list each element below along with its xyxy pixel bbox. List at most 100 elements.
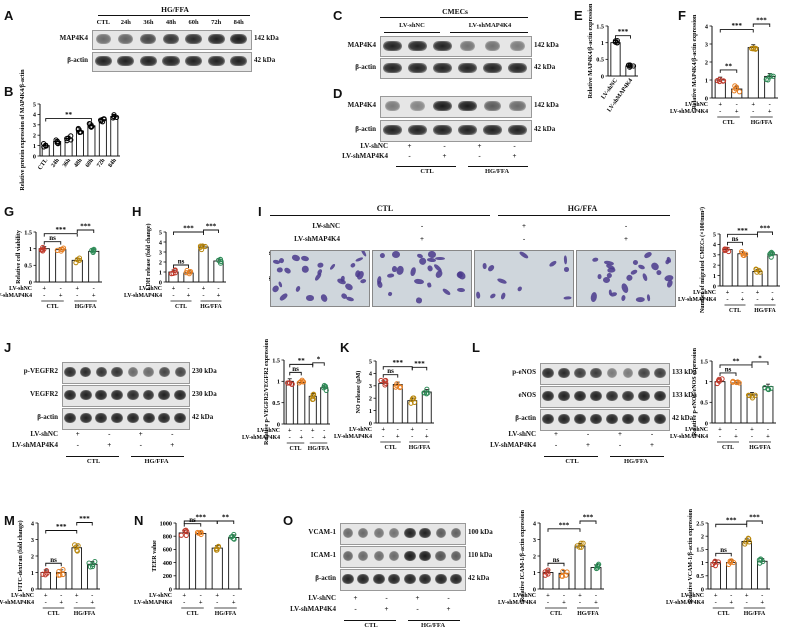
treatment-sign: - — [719, 433, 721, 440]
data-point — [730, 559, 737, 566]
migrated-cell — [349, 262, 357, 269]
group-label: CTL — [48, 611, 60, 617]
y-tick-label: 3 — [705, 41, 708, 48]
blot-band — [433, 62, 452, 73]
y-axis-label: Number of migrated CMECs (×100/mm²) — [699, 207, 706, 313]
panel-letter-g: G — [4, 204, 15, 219]
blot-row-label: MAP4K4 — [347, 101, 376, 109]
sign-row-label: LV-shNC — [508, 430, 536, 438]
data-point — [411, 395, 417, 401]
treatment-sign: + — [425, 433, 429, 440]
treatment-sign: - — [323, 427, 325, 434]
significance-bracket — [411, 366, 428, 371]
data-point — [382, 382, 388, 388]
data-point — [614, 40, 620, 46]
blot-row-label: β-actin — [67, 56, 88, 64]
blot-band — [357, 574, 370, 584]
data-point — [751, 45, 757, 51]
blot-mw-label: 100 kDa — [468, 528, 493, 536]
y-tick-label: 4 — [31, 520, 34, 527]
data-point — [56, 572, 62, 578]
significance-bracket — [727, 241, 743, 246]
data-point — [733, 379, 740, 386]
data-point — [767, 251, 773, 257]
data-point — [726, 248, 732, 255]
data-point — [574, 543, 580, 549]
blot-band — [606, 368, 617, 378]
group-label: HG/FFA — [420, 622, 446, 629]
y-tick-label: 0.5 — [24, 263, 32, 270]
migrated-cell — [305, 294, 314, 301]
blot-band — [142, 390, 155, 400]
data-point — [309, 396, 316, 402]
y-tick-label: 800 — [163, 534, 172, 541]
migrated-cell — [591, 257, 599, 263]
significance-label: *** — [737, 227, 748, 235]
significance-label: ** — [733, 357, 741, 365]
treatment-sign: - — [478, 152, 481, 160]
panel-a-group-label: HG/FFA — [161, 5, 189, 14]
sign-row-label: LV-shNC — [685, 427, 708, 433]
data-point — [730, 378, 736, 384]
significance-label: ns — [50, 556, 57, 564]
data-point — [57, 572, 63, 578]
data-point — [757, 269, 763, 275]
blot-band — [435, 528, 446, 538]
treatment-sign: + — [75, 430, 80, 438]
group-label: HG/FFA — [749, 445, 771, 451]
y-tick-label: 0 — [277, 421, 280, 428]
data-point — [714, 380, 720, 387]
treatment-sign: + — [170, 441, 175, 449]
blot-band — [457, 101, 478, 111]
migrated-cell — [641, 273, 649, 282]
data-point — [182, 528, 188, 534]
sign-row-label: LV-shNC — [693, 290, 716, 296]
data-point — [43, 568, 50, 574]
data-point — [74, 547, 80, 553]
blot-band — [230, 34, 248, 44]
bar — [764, 75, 776, 99]
y-tick-label: 2 — [369, 396, 372, 403]
migrated-cell — [396, 264, 405, 275]
data-point — [733, 84, 740, 90]
group-line — [610, 456, 664, 457]
significance-label: *** — [393, 359, 404, 367]
significance-bracket — [719, 364, 753, 368]
y-axis-label: NO release (μM) — [355, 371, 362, 414]
data-point — [720, 78, 727, 84]
migrated-cell — [343, 282, 354, 292]
data-point — [730, 379, 736, 385]
treatment-sign: + — [735, 108, 739, 115]
treatment-sign: - — [76, 441, 79, 449]
data-point — [712, 563, 718, 569]
treatment-sign: + — [594, 599, 598, 606]
significance-bracket — [45, 118, 92, 122]
blot-band — [408, 40, 427, 51]
blot-band — [484, 40, 501, 51]
y-tick-label: 4 — [33, 112, 36, 119]
migrated-cell — [563, 267, 570, 272]
treatment-sign: + — [107, 441, 112, 449]
bar — [41, 145, 50, 157]
treatment-sign: - — [354, 605, 357, 613]
bar — [421, 391, 432, 424]
bar — [168, 271, 179, 283]
data-point — [74, 257, 80, 263]
bar — [752, 270, 763, 287]
significance-bracket — [289, 371, 302, 376]
data-point — [54, 138, 61, 145]
treatment-sign: - — [385, 594, 388, 602]
treatment-sign: - — [715, 599, 717, 606]
blot-band — [542, 368, 554, 378]
group-line — [544, 456, 598, 457]
data-point — [289, 381, 295, 387]
panel-a-group-line — [98, 15, 250, 16]
panel-letter-j: J — [4, 340, 12, 355]
blot-mw-label: 42 kDa — [192, 413, 214, 421]
group-label: CTL — [550, 611, 562, 617]
treatment-sign: - — [547, 599, 549, 606]
blot-band — [95, 34, 111, 44]
significance-label: *** — [760, 225, 771, 233]
data-point — [752, 392, 758, 398]
transwell-image — [576, 250, 676, 307]
